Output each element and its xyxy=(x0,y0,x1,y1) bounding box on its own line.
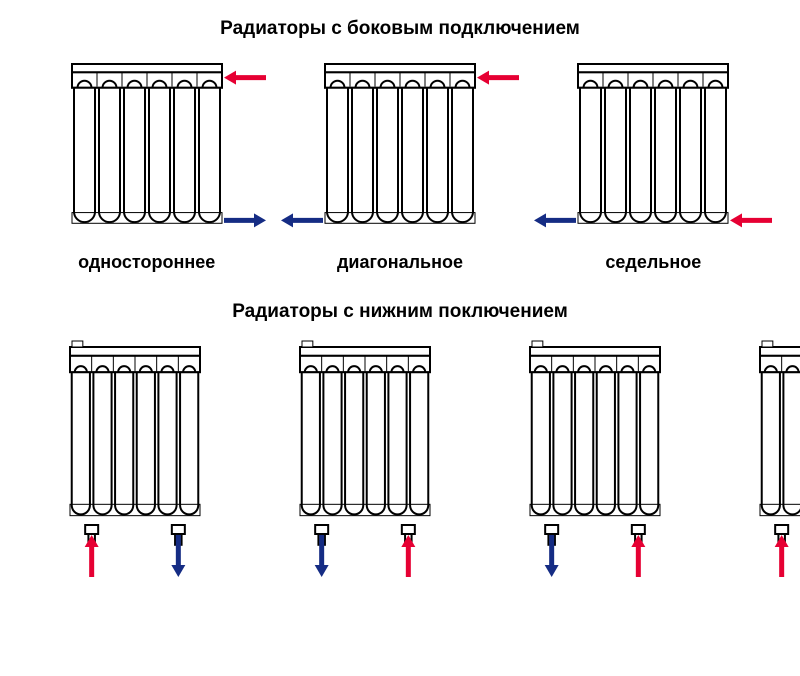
cell-side-1: диагональное xyxy=(275,54,525,273)
title-bottom-connection: Радиаторы с нижним поключением xyxy=(20,301,780,323)
radiator-bottom-2 xyxy=(480,337,710,582)
cell-bottom-0 xyxy=(20,337,250,582)
radiator-bottom-3 xyxy=(710,337,800,582)
radiator-bottom-0 xyxy=(20,337,250,582)
cell-bottom-3 xyxy=(710,337,800,582)
row-bottom-connection xyxy=(20,337,780,582)
radiator-side-2 xyxy=(528,54,778,244)
caption-side-1: диагональное xyxy=(337,252,463,273)
caption-side-2: седельное xyxy=(605,252,701,273)
cell-side-2: седельное xyxy=(528,54,778,273)
caption-side-0: одностороннее xyxy=(78,252,215,273)
cell-side-0: одностороннее xyxy=(22,54,272,273)
radiator-side-0 xyxy=(22,54,272,244)
cell-bottom-1 xyxy=(250,337,480,582)
radiator-bottom-1 xyxy=(250,337,480,582)
radiator-side-1 xyxy=(275,54,525,244)
row-side-connection: одностороннее диагональное седельное xyxy=(20,54,780,273)
cell-bottom-2 xyxy=(480,337,710,582)
title-side-connection: Радиаторы с боковым подключением xyxy=(20,18,780,40)
